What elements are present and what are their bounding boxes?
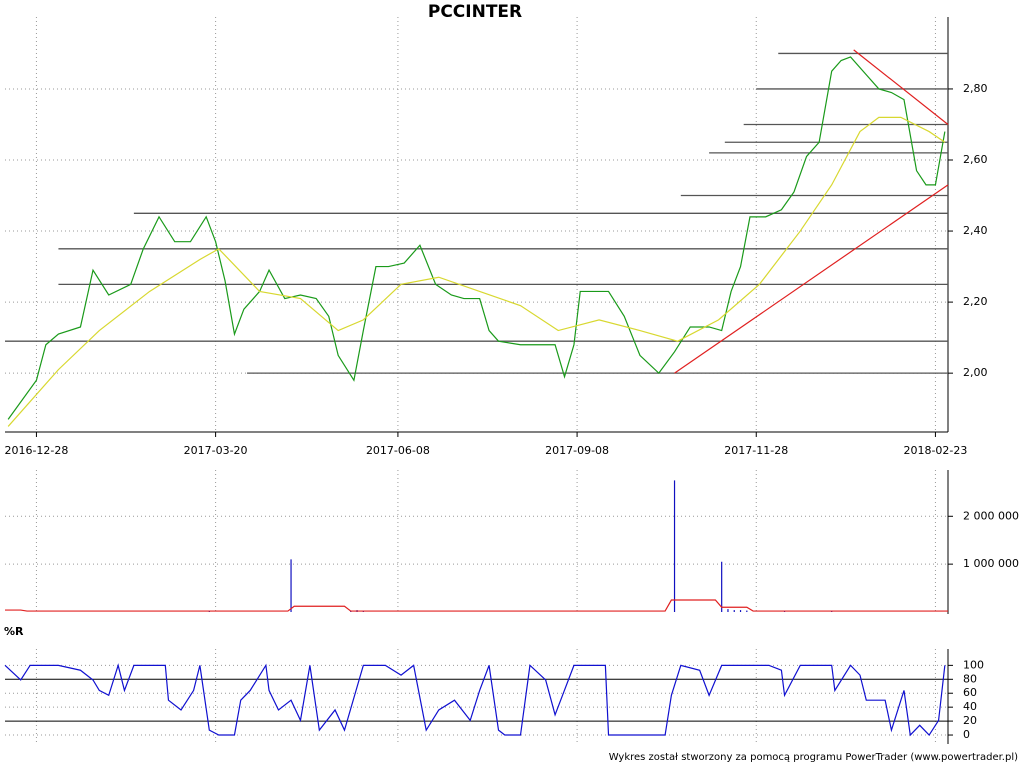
footer: Wykres został stworzony za pomocą progra… [609,752,1018,763]
y-tick-label: 2 000 000 [963,509,1019,522]
x-tick-label: 2016-12-28 [4,444,68,457]
y-tick-label: 1 000 000 [963,557,1019,570]
volume-bar [727,609,729,612]
y-tick-label: 2,40 [963,224,988,237]
y-tick-label: 40 [963,700,977,713]
series-line [5,599,948,612]
trend-line [674,184,949,374]
y-tick-label: 60 [963,686,977,699]
volume-bar [290,559,292,612]
x-tick-label: 2017-11-28 [724,444,788,457]
series-line [4,663,946,737]
series-line [7,56,946,420]
volume-bar [721,561,723,612]
y-tick-label: 2,80 [963,82,988,95]
series-line [7,116,946,427]
chart-title: PCCINTER [428,2,522,22]
y-tick-label: 0 [963,728,970,741]
volume-bar [673,480,676,612]
x-tick-label: 2017-03-20 [184,444,248,457]
y-tick-label: 100 [963,658,984,671]
y-tick-label: 2,00 [963,366,988,379]
trend-line [853,49,949,125]
y-tick-label: 80 [963,672,977,685]
x-tick-label: 2017-06-08 [366,444,430,457]
volume-bar [739,610,742,612]
x-tick-label: 2017-09-08 [545,444,609,457]
y-tick-label: 2,60 [963,153,988,166]
y-tick-label: 2,20 [963,295,988,308]
y-tick-label: 20 [963,714,977,727]
x-tick-label: 2018-02-23 [903,444,967,457]
volume-bar [733,610,735,612]
panel-title: %R [4,625,24,638]
volume-bar [746,610,748,612]
